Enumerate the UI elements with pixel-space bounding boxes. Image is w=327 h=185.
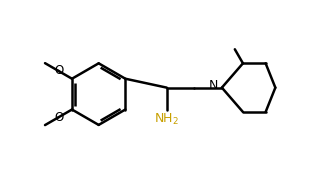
Text: N: N	[208, 79, 218, 92]
Text: NH$_2$: NH$_2$	[154, 112, 179, 127]
Text: O: O	[54, 64, 63, 78]
Text: O: O	[54, 111, 63, 124]
